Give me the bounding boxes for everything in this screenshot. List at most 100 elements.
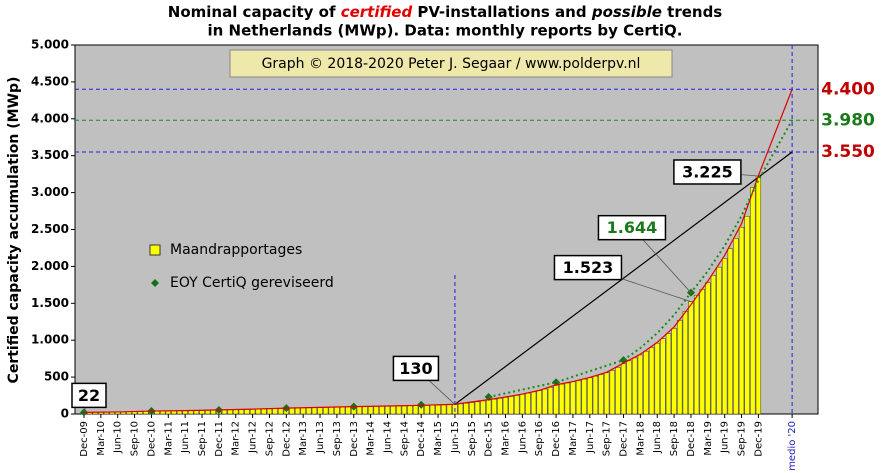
bar (592, 375, 599, 415)
x-tick-label: Dec-17 (619, 421, 630, 457)
bar (733, 238, 739, 415)
bar (463, 402, 469, 415)
bar (199, 410, 205, 415)
x-tick-label: Sep-19 (737, 421, 748, 456)
x-tick-label: Dec-19 (753, 421, 764, 457)
bar (474, 401, 481, 415)
bar (266, 408, 273, 415)
bar (615, 367, 621, 415)
bar (407, 405, 413, 415)
bar (727, 248, 733, 415)
y-tick-label: 1.500 (31, 296, 69, 310)
bar (401, 405, 407, 415)
bar (441, 404, 447, 415)
title-part: Nominal capacity of (168, 3, 341, 21)
bar (750, 187, 756, 415)
bar (345, 406, 351, 415)
x-tick-label: Sep-16 (534, 421, 545, 456)
bar (469, 402, 475, 415)
title-part: possible (591, 3, 662, 21)
y-axis-label: Certified capacity accumulation (MWp) (6, 77, 22, 384)
bar (390, 405, 396, 415)
x-tick-label: Jun-17 (585, 421, 596, 454)
x-tick-label: Sep-17 (602, 421, 613, 456)
callout-label: 3.225 (682, 162, 733, 181)
callout-box (392, 355, 440, 382)
x-tick-label: Sep-12 (264, 421, 275, 456)
x-tick-label: Sep-15 (467, 421, 478, 456)
bar (323, 407, 329, 415)
bar (716, 266, 722, 415)
title-part: trends (662, 3, 722, 21)
x-tick-label: Jun-16 (517, 421, 528, 454)
bar (575, 380, 582, 415)
x-tick-label: Jun-11 (180, 421, 191, 454)
y-tick-label: 0 (61, 407, 69, 421)
bar (362, 406, 368, 415)
bar (306, 407, 312, 415)
bar (227, 409, 233, 415)
bar (536, 390, 542, 415)
bar (705, 282, 711, 415)
x-tick-label: Jun-18 (652, 421, 663, 454)
bar (373, 406, 379, 415)
y-tick-label: 5.000 (31, 38, 69, 52)
bar (530, 391, 537, 415)
callout-label: 130 (399, 359, 432, 378)
bar (525, 392, 531, 415)
callout-box (71, 382, 107, 409)
reference-label: 4.400 (821, 79, 875, 99)
x-tick-label: Mar-19 (703, 421, 714, 456)
bar (654, 342, 660, 415)
legend-label: Maandrapportages (170, 242, 302, 258)
bar (261, 408, 267, 415)
x-tick-label: medio '20 (787, 421, 798, 471)
bar (677, 320, 683, 415)
x-tick-label: Sep-18 (669, 421, 680, 456)
legend-swatch (149, 244, 161, 256)
bar (587, 377, 593, 415)
bar (519, 394, 526, 415)
note-box (229, 49, 673, 78)
x-tick-label: Dec-09 (79, 421, 90, 457)
y-tick-label: 4.000 (31, 111, 69, 125)
y-tick-label: 500 (44, 370, 69, 384)
bar (688, 301, 694, 415)
bar (665, 333, 672, 415)
trend-line (488, 119, 793, 399)
bar (339, 406, 346, 415)
bar (643, 351, 649, 415)
x-tick-label: Dec-16 (551, 421, 562, 457)
bar (334, 406, 340, 415)
bar (671, 328, 677, 415)
note: Graph © 2018-2020 Peter J. Segaar / www.… (262, 56, 641, 72)
reference-label: 3.550 (821, 142, 875, 162)
chart-title: Nominal capacity of certified PV-install… (168, 3, 723, 21)
callout-box (553, 254, 623, 281)
bar (722, 258, 728, 415)
bar (367, 406, 374, 415)
bar (609, 370, 615, 415)
x-tick-label: Dec-11 (214, 421, 225, 457)
bar (738, 227, 745, 415)
bar (396, 405, 402, 415)
bar (710, 275, 717, 415)
title-part: certified (341, 3, 413, 21)
x-tick-label: Sep-11 (197, 421, 208, 456)
callout-label: 22 (78, 386, 100, 405)
bar (547, 387, 554, 415)
x-tick-label: Mar-12 (231, 421, 242, 456)
x-tick-label: Mar-11 (163, 421, 174, 456)
x-tick-label: Jun-13 (315, 421, 326, 454)
bar (272, 408, 278, 415)
bar (508, 396, 514, 415)
callout-box (673, 159, 742, 185)
bar (564, 382, 570, 415)
y-tick-label: 3.500 (31, 148, 69, 162)
bar (632, 357, 638, 415)
bar (491, 398, 497, 415)
bar (637, 354, 644, 415)
callout-box (597, 214, 667, 241)
x-tick-label: Mar-17 (568, 421, 579, 456)
x-tick-label: Dec-14 (416, 421, 427, 457)
